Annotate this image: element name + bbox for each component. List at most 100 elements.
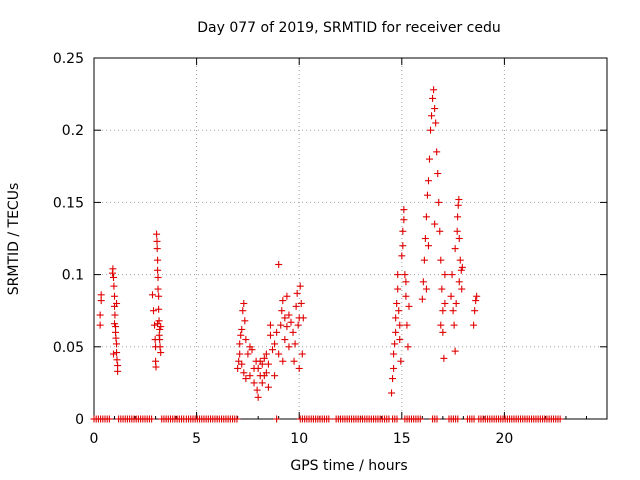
data-point xyxy=(420,256,428,264)
data-point xyxy=(293,289,301,297)
data-point xyxy=(395,307,403,315)
data-point xyxy=(473,292,481,300)
zero-data-point xyxy=(273,415,281,423)
data-point xyxy=(298,350,306,358)
data-point xyxy=(151,321,159,329)
data-point xyxy=(424,177,432,185)
x-tick-label: 5 xyxy=(192,431,201,447)
x-tick-label: 10 xyxy=(290,431,308,447)
chart-title: Day 077 of 2019, SRMTID for receiver ced… xyxy=(197,20,500,36)
data-point xyxy=(470,321,478,329)
data-point xyxy=(281,336,289,344)
zero-data-point xyxy=(233,415,241,423)
data-point xyxy=(266,321,274,329)
data-point xyxy=(275,350,283,358)
data-point xyxy=(423,191,431,199)
data-point xyxy=(439,328,447,336)
data-point xyxy=(296,282,304,290)
data-point xyxy=(238,360,246,368)
data-point xyxy=(109,265,117,273)
data-point xyxy=(292,302,300,310)
data-point xyxy=(402,278,410,286)
data-point xyxy=(448,271,456,279)
data-point xyxy=(278,307,286,315)
data-point xyxy=(114,367,122,375)
axis-ticks xyxy=(93,57,608,420)
x-tick-label: 15 xyxy=(393,431,411,447)
data-point xyxy=(430,86,438,94)
data-point xyxy=(154,285,162,293)
data-point xyxy=(424,242,432,250)
data-point xyxy=(155,331,163,339)
data-point xyxy=(254,393,262,401)
data-point xyxy=(390,350,398,358)
zero-data-point xyxy=(433,415,441,423)
data-point xyxy=(398,252,406,260)
data-point xyxy=(240,369,248,377)
data-point xyxy=(403,321,411,329)
y-tick-label: 0.1 xyxy=(62,268,84,284)
data-point xyxy=(394,285,402,293)
data-point xyxy=(269,346,277,354)
data-point xyxy=(241,317,249,325)
data-point xyxy=(148,291,156,299)
zero-data-point xyxy=(393,415,401,423)
data-point xyxy=(264,383,272,391)
zero-data-point xyxy=(416,415,424,423)
zero-data-point xyxy=(325,415,333,423)
data-point xyxy=(455,278,463,286)
data-point xyxy=(153,245,161,253)
data-point xyxy=(150,307,158,315)
data-point xyxy=(266,331,274,339)
data-point xyxy=(283,323,291,331)
data-point xyxy=(155,292,163,300)
data-point xyxy=(441,299,449,307)
data-point xyxy=(404,343,412,351)
data-point xyxy=(451,245,459,253)
data-point xyxy=(428,112,436,120)
data-point xyxy=(152,363,160,371)
data-point xyxy=(154,266,162,274)
data-point xyxy=(154,320,162,328)
data-point xyxy=(291,340,299,348)
plot-area-frame xyxy=(93,57,608,420)
data-point xyxy=(254,364,262,372)
data-point xyxy=(244,350,252,358)
data-point xyxy=(390,364,398,372)
x-tick-label: 0 xyxy=(90,431,99,447)
data-point xyxy=(437,321,445,329)
x-axis-label: GPS time / hours xyxy=(290,458,407,474)
data-point xyxy=(397,357,405,365)
y-tick-label: 0.15 xyxy=(53,195,84,211)
data-point xyxy=(109,350,117,358)
data-point xyxy=(435,198,443,206)
data-point xyxy=(396,336,404,344)
data-point xyxy=(246,372,254,380)
data-point xyxy=(436,227,444,235)
data-point xyxy=(438,285,446,293)
data-point xyxy=(426,155,434,163)
zero-data-point xyxy=(148,415,156,423)
data-point xyxy=(454,213,462,221)
data-point xyxy=(452,299,460,307)
data-point xyxy=(294,321,302,329)
data-point xyxy=(400,206,408,214)
data-point xyxy=(250,379,258,387)
data-point xyxy=(393,299,401,307)
data-point xyxy=(427,126,435,134)
data-point xyxy=(242,336,250,344)
data-point xyxy=(262,350,270,358)
data-point xyxy=(279,357,287,365)
data-point xyxy=(422,285,430,293)
data-point xyxy=(112,334,120,342)
data-point xyxy=(450,321,458,329)
data-point xyxy=(429,94,437,102)
data-point xyxy=(400,216,408,224)
y-tick-label: 0.2 xyxy=(62,123,84,139)
x-tick-label: 20 xyxy=(495,431,513,447)
zero-data-point xyxy=(454,415,462,423)
data-point xyxy=(455,235,463,242)
x-tick-labels: 0 5 10 15 20 xyxy=(90,431,514,447)
data-point xyxy=(236,340,244,348)
